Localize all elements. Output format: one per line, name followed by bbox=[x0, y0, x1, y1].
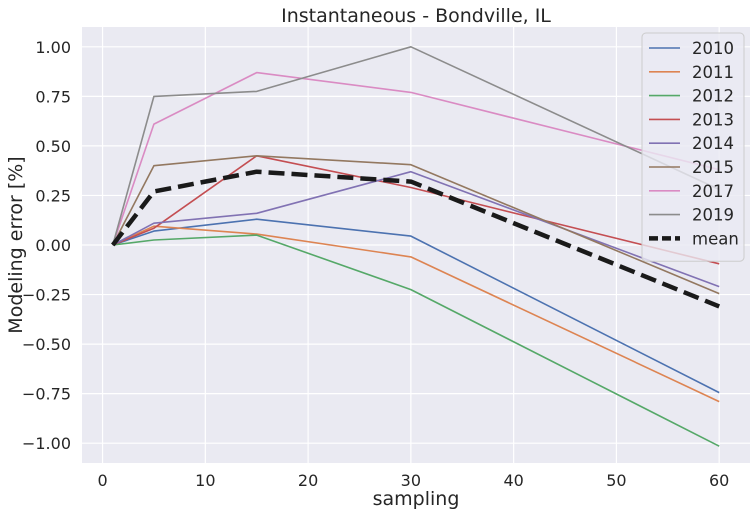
y-tick-label: 1.00 bbox=[35, 38, 71, 57]
x-tick-label: 60 bbox=[709, 471, 729, 490]
legend: 2010 2011 2012 2013 2014 2015 2017 2019 mean bbox=[641, 32, 745, 262]
series-line-2019 bbox=[112, 45, 720, 246]
legend-label-2011: 2011 bbox=[692, 63, 734, 82]
y-tick-label: −0.75 bbox=[22, 385, 71, 404]
y-tick-label: −0.50 bbox=[22, 335, 71, 354]
y-tick-label: −1.00 bbox=[22, 434, 71, 453]
series-layer bbox=[111, 45, 721, 447]
series-line-2011 bbox=[112, 225, 720, 403]
legend-label-2015: 2015 bbox=[692, 158, 734, 177]
chart-title: Instantaneous - Bondville, IL bbox=[281, 5, 551, 27]
legend-label-2019: 2019 bbox=[692, 206, 734, 225]
series-line-mean bbox=[111, 169, 721, 309]
legend-label-2014: 2014 bbox=[692, 134, 734, 153]
y-tick-label: 0.00 bbox=[35, 236, 71, 255]
legend-label-2017: 2017 bbox=[692, 182, 734, 201]
series-line-2012 bbox=[112, 234, 720, 447]
grid bbox=[82, 27, 750, 463]
x-tick-label: 10 bbox=[195, 471, 215, 490]
series-line-2017 bbox=[112, 71, 720, 246]
y-tick-labels: −1.00 −0.75 −0.50 −0.25 0.00 0.25 0.50 0.75 1.00 bbox=[22, 38, 71, 453]
y-tick-label: −0.25 bbox=[22, 286, 71, 305]
x-tick-label: 20 bbox=[298, 471, 318, 490]
series-line-2010 bbox=[112, 218, 720, 394]
legend-label-2013: 2013 bbox=[692, 110, 734, 129]
series-line-2014 bbox=[112, 170, 720, 288]
legend-box bbox=[641, 32, 745, 262]
x-tick-label: 40 bbox=[503, 471, 523, 490]
x-axis-label: sampling bbox=[373, 488, 460, 510]
y-tick-label: 0.75 bbox=[35, 87, 71, 106]
x-tick-labels: 0 10 20 30 40 50 60 bbox=[97, 471, 729, 490]
legend-label-2010: 2010 bbox=[692, 39, 734, 58]
x-tick-label: 0 bbox=[97, 471, 107, 490]
y-tick-label: 0.50 bbox=[35, 137, 71, 156]
x-tick-label: 50 bbox=[606, 471, 626, 490]
legend-label-mean: mean bbox=[692, 229, 739, 248]
x-tick-label: 30 bbox=[401, 471, 421, 490]
y-axis-label: Modeling error [%] bbox=[5, 156, 27, 333]
y-tick-label: 0.25 bbox=[35, 186, 71, 205]
legend-label-2012: 2012 bbox=[692, 87, 734, 106]
series-line-2015 bbox=[112, 155, 720, 295]
